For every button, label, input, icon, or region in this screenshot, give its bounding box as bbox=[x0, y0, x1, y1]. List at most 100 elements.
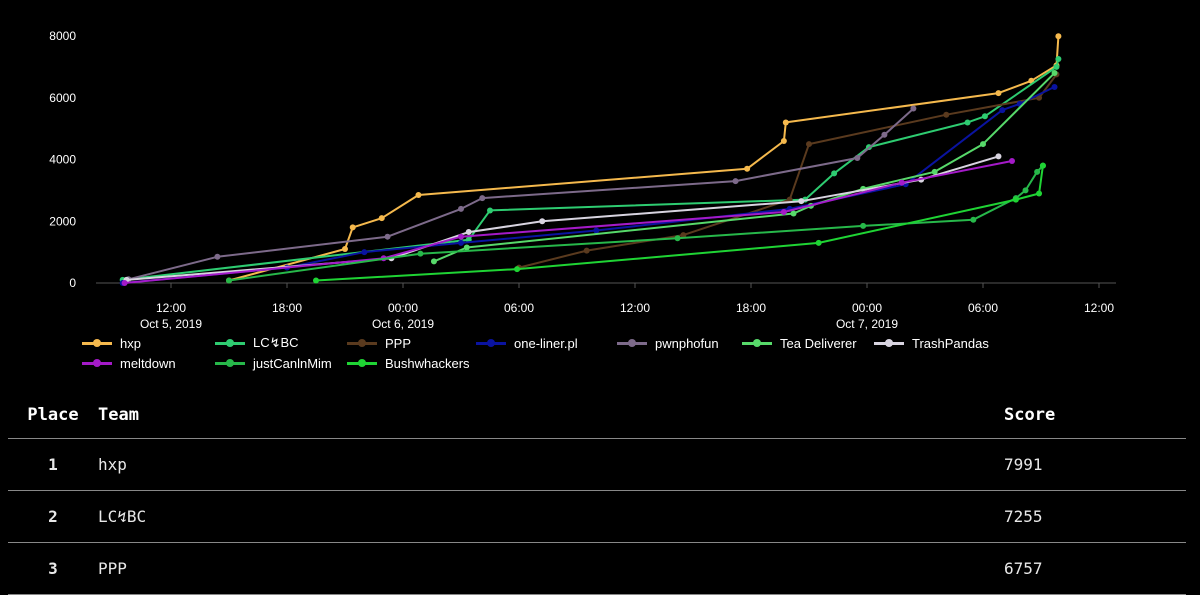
legend-item[interactable]: PPP bbox=[345, 334, 411, 352]
data-point[interactable] bbox=[514, 266, 521, 273]
data-point[interactable] bbox=[780, 208, 787, 215]
data-point[interactable] bbox=[1034, 168, 1041, 175]
data-point[interactable] bbox=[1055, 56, 1062, 63]
data-point[interactable] bbox=[1053, 63, 1060, 70]
legend-item[interactable]: pwnphofun bbox=[615, 334, 719, 352]
data-point[interactable] bbox=[121, 280, 128, 286]
data-point[interactable] bbox=[214, 253, 221, 260]
data-point[interactable] bbox=[539, 218, 546, 225]
data-point[interactable] bbox=[465, 229, 472, 236]
data-point[interactable] bbox=[995, 90, 1002, 97]
legend-item[interactable]: LC↯BC bbox=[213, 334, 299, 352]
data-point[interactable] bbox=[790, 210, 797, 217]
data-point[interactable] bbox=[593, 227, 600, 234]
data-point[interactable] bbox=[430, 258, 437, 265]
series-lc-bc[interactable] bbox=[119, 56, 1062, 283]
data-point[interactable] bbox=[226, 277, 232, 284]
series-line bbox=[433, 72, 1056, 263]
series-meltdown[interactable] bbox=[121, 158, 1015, 286]
data-point[interactable] bbox=[782, 119, 789, 126]
data-point[interactable] bbox=[798, 198, 805, 205]
table-row[interactable]: 1 hxp 7991 bbox=[8, 438, 1186, 491]
table-row[interactable]: 2 LC↯BC 7255 bbox=[8, 490, 1186, 543]
data-point[interactable] bbox=[342, 246, 348, 253]
data-point[interactable] bbox=[384, 233, 391, 240]
series-layer bbox=[119, 33, 1062, 286]
data-point[interactable] bbox=[1036, 190, 1043, 197]
data-point[interactable] bbox=[1051, 83, 1058, 90]
data-point[interactable] bbox=[458, 233, 464, 240]
data-point[interactable] bbox=[1039, 162, 1046, 169]
data-point[interactable] bbox=[415, 192, 422, 199]
data-point[interactable] bbox=[313, 277, 319, 284]
team-cell[interactable]: LC↯BC bbox=[98, 490, 1004, 543]
x-tick-label: 12:00 bbox=[1084, 301, 1114, 315]
series-one-liner-pl[interactable] bbox=[119, 83, 1058, 286]
data-point[interactable] bbox=[881, 131, 888, 138]
data-point[interactable] bbox=[463, 244, 470, 251]
data-point[interactable] bbox=[417, 250, 424, 257]
data-point[interactable] bbox=[583, 247, 590, 254]
data-point[interactable] bbox=[458, 239, 464, 246]
table-row[interactable]: 3 PPP 6757 bbox=[8, 542, 1186, 595]
data-point[interactable] bbox=[1012, 196, 1019, 203]
series-line bbox=[128, 107, 915, 281]
data-point[interactable] bbox=[970, 216, 977, 223]
data-point[interactable] bbox=[744, 165, 751, 172]
y-axis: 0 2000 4000 6000 8000 bbox=[49, 29, 76, 290]
data-point[interactable] bbox=[943, 111, 950, 118]
data-point[interactable] bbox=[898, 179, 905, 186]
data-point[interactable] bbox=[831, 170, 838, 177]
series-line bbox=[518, 73, 1058, 269]
legend-item[interactable]: TrashPandas bbox=[872, 334, 989, 352]
data-point[interactable] bbox=[378, 215, 385, 222]
legend-item[interactable]: Bushwhackers bbox=[345, 354, 470, 372]
data-point[interactable] bbox=[860, 222, 867, 229]
data-point[interactable] bbox=[999, 107, 1006, 114]
data-point[interactable] bbox=[1022, 187, 1029, 194]
data-point[interactable] bbox=[674, 235, 681, 242]
data-point[interactable] bbox=[680, 232, 687, 239]
team-cell[interactable]: hxp bbox=[98, 438, 1004, 491]
series-bushwhackers[interactable] bbox=[313, 162, 1046, 284]
data-point[interactable] bbox=[995, 153, 1002, 160]
legend-item[interactable]: meltdown bbox=[80, 354, 176, 372]
legend-label: pwnphofun bbox=[655, 335, 719, 351]
data-point[interactable] bbox=[806, 141, 812, 148]
score-cell: 7991 bbox=[1004, 438, 1186, 491]
data-point[interactable] bbox=[479, 195, 486, 202]
legend-label: Bushwhackers bbox=[385, 355, 470, 371]
series-tea-deliverer[interactable] bbox=[430, 70, 1058, 265]
data-point[interactable] bbox=[458, 205, 464, 212]
data-point[interactable] bbox=[980, 141, 986, 148]
legend-item[interactable]: hxp bbox=[80, 334, 141, 352]
data-point[interactable] bbox=[854, 154, 861, 161]
data-point[interactable] bbox=[732, 178, 739, 185]
x-tick-label: 00:00 bbox=[852, 301, 882, 315]
data-point[interactable] bbox=[1055, 33, 1062, 40]
series-trashpandas[interactable] bbox=[123, 153, 1002, 283]
legend-item[interactable]: Tea Deliverer bbox=[740, 334, 857, 352]
series-line bbox=[315, 165, 1044, 282]
team-cell[interactable]: PPP bbox=[98, 542, 1004, 595]
data-point[interactable] bbox=[910, 105, 917, 112]
data-point[interactable] bbox=[931, 168, 938, 175]
data-point[interactable] bbox=[1009, 158, 1015, 165]
data-point[interactable] bbox=[964, 119, 971, 126]
series-hxp[interactable] bbox=[226, 33, 1062, 284]
series-pwnphofun[interactable] bbox=[125, 105, 917, 283]
data-point[interactable] bbox=[361, 249, 368, 256]
data-point[interactable] bbox=[487, 207, 493, 214]
legend-label: TrashPandas bbox=[912, 335, 989, 351]
data-point[interactable] bbox=[780, 137, 787, 144]
legend-item[interactable]: justCanlnMim bbox=[213, 354, 332, 372]
x-tick-label: 12:00 bbox=[620, 301, 650, 315]
legend-swatch bbox=[80, 334, 114, 352]
data-point[interactable] bbox=[1051, 70, 1058, 77]
x-axis: 12:00 Oct 5, 2019 18:00 00:00 Oct 6, 2019 06:… bbox=[140, 283, 1114, 330]
series-line bbox=[124, 160, 1013, 284]
data-point[interactable] bbox=[815, 239, 822, 246]
data-point[interactable] bbox=[349, 224, 356, 231]
data-point[interactable] bbox=[981, 113, 988, 120]
legend-item[interactable]: one-liner.pl bbox=[474, 334, 578, 352]
